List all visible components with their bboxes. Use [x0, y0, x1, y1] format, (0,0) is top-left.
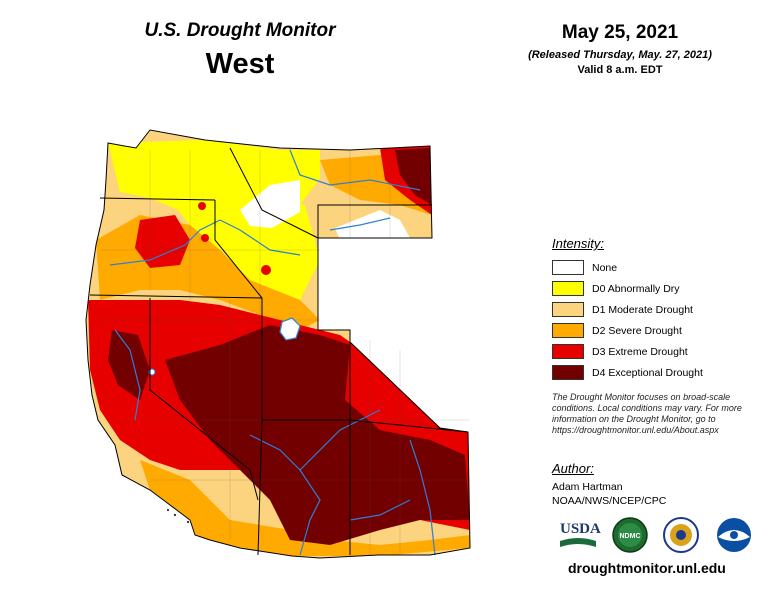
legend-item-d1: D1 Moderate Drought: [552, 299, 762, 320]
legend-swatch-d1: [552, 302, 584, 317]
noaa-logo: [717, 518, 751, 552]
area-none-idaho: [240, 180, 300, 228]
yellowstone-river: [329, 217, 391, 231]
az-west-border: [257, 419, 263, 556]
map-title: U.S. Drought Monitor: [144, 20, 336, 41]
author-block: Author: Adam Hartman NOAA/NWS/NCEP/CPC: [552, 461, 757, 508]
disclaimer-note: The Drought Monitor focuses on broad-sca…: [552, 392, 742, 435]
release-date: (Released Thursday, May. 27, 2021): [528, 49, 712, 61]
area-d3-spot-1: [198, 202, 206, 210]
columbia-river: [109, 219, 221, 266]
legend-swatch-d2: [552, 323, 584, 338]
region-title: West: [205, 48, 275, 80]
legend-swatch-d0: [552, 281, 584, 296]
ndmc-logo: NDMC: [612, 517, 648, 553]
legend-swatch-d4: [552, 365, 584, 380]
area-d4-southwest: [165, 325, 470, 545]
legend-item-d4: D4 Exceptional Drought: [552, 362, 762, 383]
usda-logo: USDA: [560, 521, 601, 547]
area-d3-oregon: [135, 215, 190, 268]
co-nm-border: [349, 419, 469, 433]
legend-item-d3: D3 Extreme Drought: [552, 341, 762, 362]
rio-grande: [409, 439, 436, 556]
legend-label-d1: D1 Moderate Drought: [592, 303, 693, 316]
legend-label-d2: D2 Severe Drought: [592, 324, 682, 337]
id-west-border: [214, 200, 263, 299]
area-d4-montana: [395, 148, 432, 205]
valid-time: Valid 8 a.m. EDT: [577, 64, 663, 76]
drought-areas: [86, 130, 470, 558]
mt-id-border: [229, 147, 319, 239]
snake-river: [219, 219, 301, 256]
legend-label-d0: D0 Abnormally Dry: [592, 282, 680, 295]
area-d4-california: [108, 330, 150, 400]
region-outline: [85, 129, 471, 559]
legend-label-d4: D4 Exceptional Drought: [592, 366, 703, 379]
area-d3-spot-2: [201, 234, 209, 242]
intensity-legend: Intensity: None D0 Abnormally Dry D1 Mod…: [552, 236, 762, 383]
legend-label-none: None: [592, 261, 618, 274]
doc-seal-logo: [663, 517, 699, 553]
missouri-river: [289, 149, 421, 191]
colorado-river: [249, 434, 321, 556]
great-salt-lake: [279, 317, 301, 341]
or-ca-nv-border: [89, 294, 263, 299]
author-heading: Author:: [552, 461, 594, 476]
legend-item-none: None: [552, 257, 762, 278]
usda-logo-text: USDA: [560, 521, 601, 537]
mt-wy-border: [317, 204, 432, 238]
legend-label-d3: D3 Extreme Drought: [592, 345, 688, 358]
area-d3-spot-3: [261, 265, 271, 275]
wa-or-border: [99, 197, 216, 201]
map-header: U.S. Drought Monitor West: [110, 20, 370, 81]
author-org: NOAA/NWS/NCEP/CPC: [552, 495, 667, 507]
area-none-wyoming: [335, 210, 410, 240]
legend-swatch-d3: [552, 344, 584, 359]
sacramento-river: [114, 329, 141, 421]
partner-logos: USDA NDMC: [560, 517, 751, 553]
ndmc-logo-text: NDMC: [620, 533, 641, 540]
legend-swatch-none: [552, 260, 584, 275]
map-date: May 25, 2021: [561, 22, 679, 43]
channel-islands: [167, 509, 189, 523]
ca-nv-border: [149, 298, 259, 501]
website-url: droughtmonitor.unl.edu: [568, 560, 726, 576]
area-d2-south: [140, 460, 470, 556]
legend-item-d0: D0 Abnormally Dry: [552, 278, 762, 299]
legend-title: Intensity:: [552, 236, 605, 251]
date-block: May 25, 2021 (Released Thursday, May. 27…: [480, 22, 760, 76]
drought-map: [85, 129, 471, 559]
state-borders: [85, 129, 471, 559]
legend-item-d2: D2 Severe Drought: [552, 320, 762, 341]
author-name: Adam Hartman: [552, 481, 623, 493]
